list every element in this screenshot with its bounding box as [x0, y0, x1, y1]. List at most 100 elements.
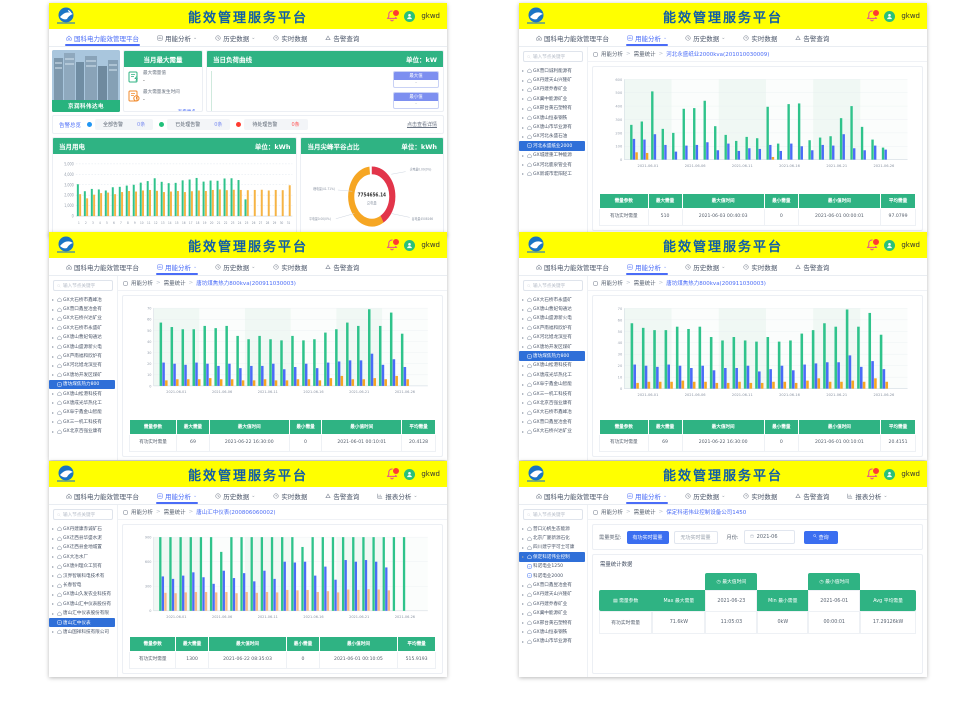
- nav-item-yongneng[interactable]: 用能分析 ⌄: [148, 487, 206, 504]
- expand-arrow-icon[interactable]: ▸: [51, 428, 54, 434]
- nav-item-gaojing[interactable]: 告警查询: [316, 258, 368, 275]
- tree-node[interactable]: ▸ GX唐成光华热化工: [519, 370, 587, 379]
- tree-node[interactable]: ▸ GX丹建康赤诚矿石: [49, 524, 117, 533]
- tree-node[interactable]: ▸ GX河北旭龙滨豆有: [49, 361, 117, 370]
- expand-arrow-icon[interactable]: ▸: [521, 428, 524, 434]
- tree-node[interactable]: 唐坊煤焦热力800: [49, 379, 115, 389]
- view-more-link[interactable]: 查看更多: [128, 109, 198, 111]
- tree-node[interactable]: ▸ GX城建重工种能源: [519, 151, 587, 160]
- expand-arrow-icon[interactable]: ▸: [51, 409, 54, 415]
- main-nav[interactable]: 国科电力能效管理平台 用能分析 ⌄ 历史数据 ⌄ 实时数据 告警查询 报表分析 …: [519, 487, 927, 505]
- notification-bell-icon[interactable]: [866, 237, 881, 252]
- expand-arrow-icon[interactable]: ▸: [521, 171, 524, 177]
- nav-item-shishi[interactable]: 实时数据: [734, 258, 786, 275]
- tree-node[interactable]: 唐坊煤焦热力800: [519, 351, 585, 361]
- tree-node[interactable]: ▸ GX冀中能源矿业: [519, 94, 587, 103]
- nav-item-lishi[interactable]: 历史数据 ⌄: [676, 258, 734, 275]
- tree-node[interactable]: ▸ GX新城市宏阳轻工: [519, 169, 587, 178]
- tree-node[interactable]: ▸ GX冀中能源矿业: [519, 609, 587, 618]
- notification-bell-icon[interactable]: [866, 466, 881, 481]
- month-picker[interactable]: 2021-06: [743, 530, 795, 544]
- tree-node[interactable]: ▸ GX唐坊开发区煤矿: [49, 370, 117, 379]
- expand-arrow-icon[interactable]: ▸: [521, 419, 524, 425]
- avatar[interactable]: [404, 239, 416, 251]
- alarm-pending[interactable]: 待处理告警 0条: [236, 119, 308, 130]
- tree-node-list[interactable]: ▸ GX丹建康赤诚矿石 ▸ GX迁西县华盛水泥 ▸ GX迁西县金地城置 ▸ GX大冶水厂 ▸ GX…: [49, 524, 117, 637]
- expand-arrow-icon[interactable]: ▸: [51, 353, 54, 359]
- tree-node-list[interactable]: ▸ 营口沁帆生态能源 ▸ 北京广厦新源石化 ▸ 四川建宁宇可士可康 ▸ 保定科诺伟业控制 科诺电…: [519, 524, 587, 646]
- expand-arrow-icon[interactable]: ▸: [51, 573, 54, 579]
- breadcrumb-level2[interactable]: 需量统计: [633, 281, 656, 287]
- tree-node[interactable]: ▸ 唐山国祥科技有限公司: [49, 627, 117, 636]
- tree-search-input[interactable]: 输入节点关键字: [523, 51, 583, 62]
- expand-arrow-icon[interactable]: ▸: [521, 325, 524, 331]
- tree-node[interactable]: ▸ GX唐山曹妃甸通达: [49, 333, 117, 342]
- tree-node[interactable]: ▸ GX芦南福和欣炉有: [49, 351, 117, 360]
- breadcrumb-level1[interactable]: 用能分析: [131, 281, 154, 287]
- avatar[interactable]: [884, 10, 896, 22]
- expand-arrow-icon[interactable]: ▸: [51, 601, 54, 607]
- tree-search-input[interactable]: 输入节点关键字: [53, 280, 113, 291]
- device-tree[interactable]: 输入节点关键字 ▸ GX营口诚利能源有 ▸ GX丹建天山兴隆矿 ▸ GX丹建乔春矿业 ▸ GX…: [519, 47, 588, 234]
- demand-type-active-option[interactable]: 有功实时需量: [626, 530, 669, 544]
- tree-node[interactable]: ▸ GX邢台黄石塑物有: [519, 618, 587, 627]
- avatar[interactable]: [884, 239, 896, 251]
- breadcrumb-level1[interactable]: 用能分析: [601, 281, 624, 287]
- tree-node[interactable]: ▸ GX唐山市华业源有: [519, 637, 587, 646]
- nav-item-shishi[interactable]: 实时数据: [264, 487, 316, 504]
- nav-item-yongneng[interactable]: 用能分析 ⌄: [618, 29, 676, 46]
- expand-arrow-icon[interactable]: ▸: [521, 68, 524, 74]
- expand-arrow-icon[interactable]: ▸: [51, 535, 54, 541]
- expand-arrow-icon[interactable]: ▸: [521, 315, 524, 321]
- expand-arrow-icon[interactable]: ▸: [521, 535, 524, 541]
- tree-node[interactable]: ▸ 四川建宁宇可士可康: [519, 543, 587, 552]
- expand-arrow-icon[interactable]: ▸: [521, 610, 524, 616]
- tree-node[interactable]: ▸ GX唐山市华业源有: [519, 122, 587, 131]
- expand-arrow-icon[interactable]: ▸: [521, 400, 524, 406]
- device-tree[interactable]: 输入节点关键字 ▸ GX大石桥市鑫峰冶 ▸ GX营口鑫昱冶金有 ▸ GX大石桥兴达矿业 ▸ G…: [49, 276, 118, 460]
- expand-arrow-icon[interactable]: ▸: [51, 372, 54, 378]
- tree-search-input[interactable]: 输入节点关键字: [523, 280, 583, 291]
- nav-item-yongneng[interactable]: 用能分析 ⌄: [618, 258, 676, 275]
- nav-item-lishi[interactable]: 历史数据 ⌄: [676, 29, 734, 46]
- nav-home[interactable]: 国科电力能效管理平台: [527, 258, 618, 275]
- expand-arrow-icon[interactable]: ▸: [521, 297, 524, 303]
- tree-node[interactable]: ▸ GX丹建天山兴隆矿: [519, 590, 587, 599]
- tree-node[interactable]: ▸ GX唐成光华热化工: [49, 398, 117, 407]
- tree-node[interactable]: ▸ GX唐山久发农业科技有: [49, 590, 117, 599]
- breadcrumb-level1[interactable]: 用能分析: [131, 510, 154, 516]
- tree-node[interactable]: ▸ GX大石桥兴达矿业: [49, 314, 117, 323]
- tree-node[interactable]: ▸ GX北京百强业康有: [49, 426, 117, 435]
- tree-node[interactable]: ▸ GX大石桥市永盛矿: [519, 295, 587, 304]
- expand-arrow-icon[interactable]: ▸: [51, 325, 54, 331]
- expand-arrow-icon[interactable]: ▸: [51, 334, 54, 340]
- expand-arrow-icon[interactable]: ▸: [51, 591, 54, 597]
- expand-arrow-icon[interactable]: ▸: [521, 381, 524, 387]
- expand-arrow-icon[interactable]: ▸: [51, 419, 54, 425]
- tree-node[interactable]: ▸ GX阜宁鑫金山智能: [519, 380, 587, 389]
- tree-node[interactable]: ▸ GX邢台黄石塑物有: [519, 104, 587, 113]
- panel-demand-tangfang-a[interactable]: 能效管理服务平台 gkwd 国科电力能效管理平台 用能分析 ⌄ 历史数据 ⌄ 实: [49, 232, 447, 460]
- tree-node[interactable]: ▸ GX迁西县金地城置: [49, 543, 117, 552]
- expand-arrow-icon[interactable]: ▸: [51, 629, 54, 635]
- tree-node[interactable]: ▸ GX丹建天山兴隆矿: [519, 75, 587, 84]
- expand-arrow-icon[interactable]: ▸: [521, 554, 524, 560]
- tree-node[interactable]: ▸ 保定科诺伟业控制: [519, 552, 585, 562]
- expand-arrow-icon[interactable]: ▸: [51, 526, 54, 532]
- tree-node[interactable]: ▸ GX河北旭龙滨豆有: [519, 333, 587, 342]
- breadcrumb-level1[interactable]: 用能分析: [601, 510, 624, 516]
- expand-arrow-icon[interactable]: ▸: [521, 306, 524, 312]
- tree-node[interactable]: ▸ GX大冶水厂: [49, 552, 117, 561]
- nav-item-yongneng[interactable]: 用能分析 ⌄: [148, 29, 206, 46]
- tree-node[interactable]: ▸ GX迁西县华盛水泥: [49, 533, 117, 542]
- demand-type-option[interactable]: 无功实时需量: [673, 530, 718, 544]
- nav-item-baobiao[interactable]: 报表分析 ⌄: [838, 487, 896, 504]
- breadcrumb-level3[interactable]: 唐山汇中仪表(200806060002): [196, 510, 276, 516]
- expand-arrow-icon[interactable]: ▸: [521, 544, 524, 550]
- expand-arrow-icon[interactable]: ▸: [521, 372, 524, 378]
- device-tree[interactable]: 输入节点关键字 ▸ GX丹建康赤诚矿石 ▸ GX迁西县华盛水泥 ▸ GX迁西县金地城置 ▸ G…: [49, 505, 118, 677]
- breadcrumb-level2[interactable]: 需量统计: [163, 281, 186, 287]
- expand-arrow-icon[interactable]: ▸: [51, 610, 54, 616]
- nav-home[interactable]: 国科电力能效管理平台: [57, 258, 148, 275]
- tree-node[interactable]: 唐山汇中仪表: [49, 617, 115, 628]
